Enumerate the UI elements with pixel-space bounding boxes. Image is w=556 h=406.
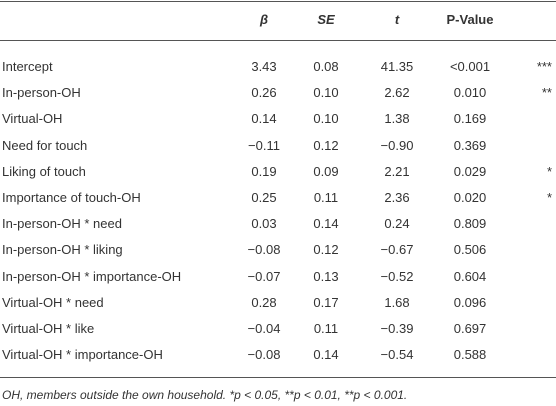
cell-se: 0.17 — [313, 294, 339, 310]
column-header: t — [394, 12, 400, 27]
significance: * — [546, 163, 552, 179]
footnote: OH, members outside the own household. *… — [2, 388, 408, 402]
cell-beta: −0.08 — [247, 347, 281, 363]
cell-p: 0.169 — [453, 111, 487, 127]
cell-t: 2.36 — [384, 190, 410, 205]
cell-p: 0.604 — [453, 268, 487, 284]
cell-beta: 0.14 — [251, 111, 277, 127]
cell-t: 0.24 — [384, 216, 410, 232]
cell-se: 0.10 — [313, 111, 339, 127]
cell-p: 0.029 — [453, 163, 487, 179]
significance: *** — [536, 59, 552, 74]
cell-beta: 0.25 — [251, 190, 277, 205]
cell-beta: 0.28 — [251, 294, 277, 310]
cell-t: 1.68 — [384, 294, 410, 310]
row-label: Importance of touch-OH — [2, 190, 141, 205]
cell-se: 0.09 — [313, 163, 339, 179]
row-label: Virtual-OH * like — [2, 321, 95, 336]
row-label: Liking of touch — [2, 163, 86, 179]
cell-se: 0.14 — [313, 216, 339, 232]
row-label: Virtual-OH * need — [2, 294, 104, 310]
cell-beta: −0.11 — [248, 137, 280, 153]
header-rule — [0, 40, 556, 41]
cell-t: −0.52 — [380, 268, 414, 284]
cell-t: 2.62 — [384, 85, 410, 101]
significance: ** — [541, 85, 552, 101]
row-label: In-person-OH * need — [2, 216, 122, 232]
cell-se: 0.11 — [313, 190, 339, 205]
significance: * — [546, 190, 552, 205]
cell-p: <0.001 — [449, 59, 491, 74]
cell-p: 0.020 — [453, 190, 487, 205]
row-label: Virtual-OH — [2, 111, 63, 127]
cell-p: 0.697 — [453, 321, 487, 336]
cell-t: −0.39 — [380, 321, 414, 336]
cell-beta: 0.26 — [251, 85, 277, 101]
top-rule — [0, 1, 556, 2]
cell-p: 0.588 — [453, 347, 487, 363]
column-header: β — [259, 12, 269, 27]
cell-beta: −0.08 — [247, 242, 281, 258]
row-label: In-person-OH * importance-OH — [2, 268, 182, 284]
cell-beta: 0.03 — [251, 216, 277, 232]
cell-se: 0.12 — [313, 242, 339, 258]
cell-se: 0.12 — [313, 137, 339, 153]
cell-t: −0.54 — [380, 347, 414, 363]
row-label: Virtual-OH * importance-OH — [2, 347, 163, 363]
cell-p: 0.506 — [453, 242, 487, 258]
cell-t: 2.21 — [384, 163, 410, 179]
cell-se: 0.13 — [313, 268, 339, 284]
cell-se: 0.14 — [313, 347, 339, 363]
row-label: In-person-OH * liking — [2, 242, 123, 258]
cell-p: 0.010 — [453, 85, 487, 101]
column-header: P-Value — [446, 12, 494, 27]
row-label: Need for touch — [2, 137, 88, 153]
cell-beta: −0.04 — [247, 321, 281, 336]
cell-beta: 3.43 — [251, 59, 277, 74]
bottom-rule — [0, 377, 556, 378]
row-label: Intercept — [2, 59, 53, 74]
cell-t: 1.38 — [384, 111, 410, 127]
cell-p: 0.096 — [453, 294, 487, 310]
cell-se: 0.11 — [313, 321, 339, 336]
cell-se: 0.08 — [313, 59, 339, 74]
cell-p: 0.809 — [453, 216, 487, 232]
column-header: SE — [317, 12, 335, 27]
cell-t: −0.67 — [380, 242, 414, 258]
cell-beta: 0.19 — [251, 163, 277, 179]
row-label: In-person-OH — [2, 85, 81, 101]
cell-t: 41.35 — [380, 59, 414, 74]
cell-p: 0.369 — [453, 137, 487, 153]
cell-beta: −0.07 — [247, 268, 281, 284]
cell-se: 0.10 — [313, 85, 339, 101]
cell-t: −0.90 — [380, 137, 414, 153]
